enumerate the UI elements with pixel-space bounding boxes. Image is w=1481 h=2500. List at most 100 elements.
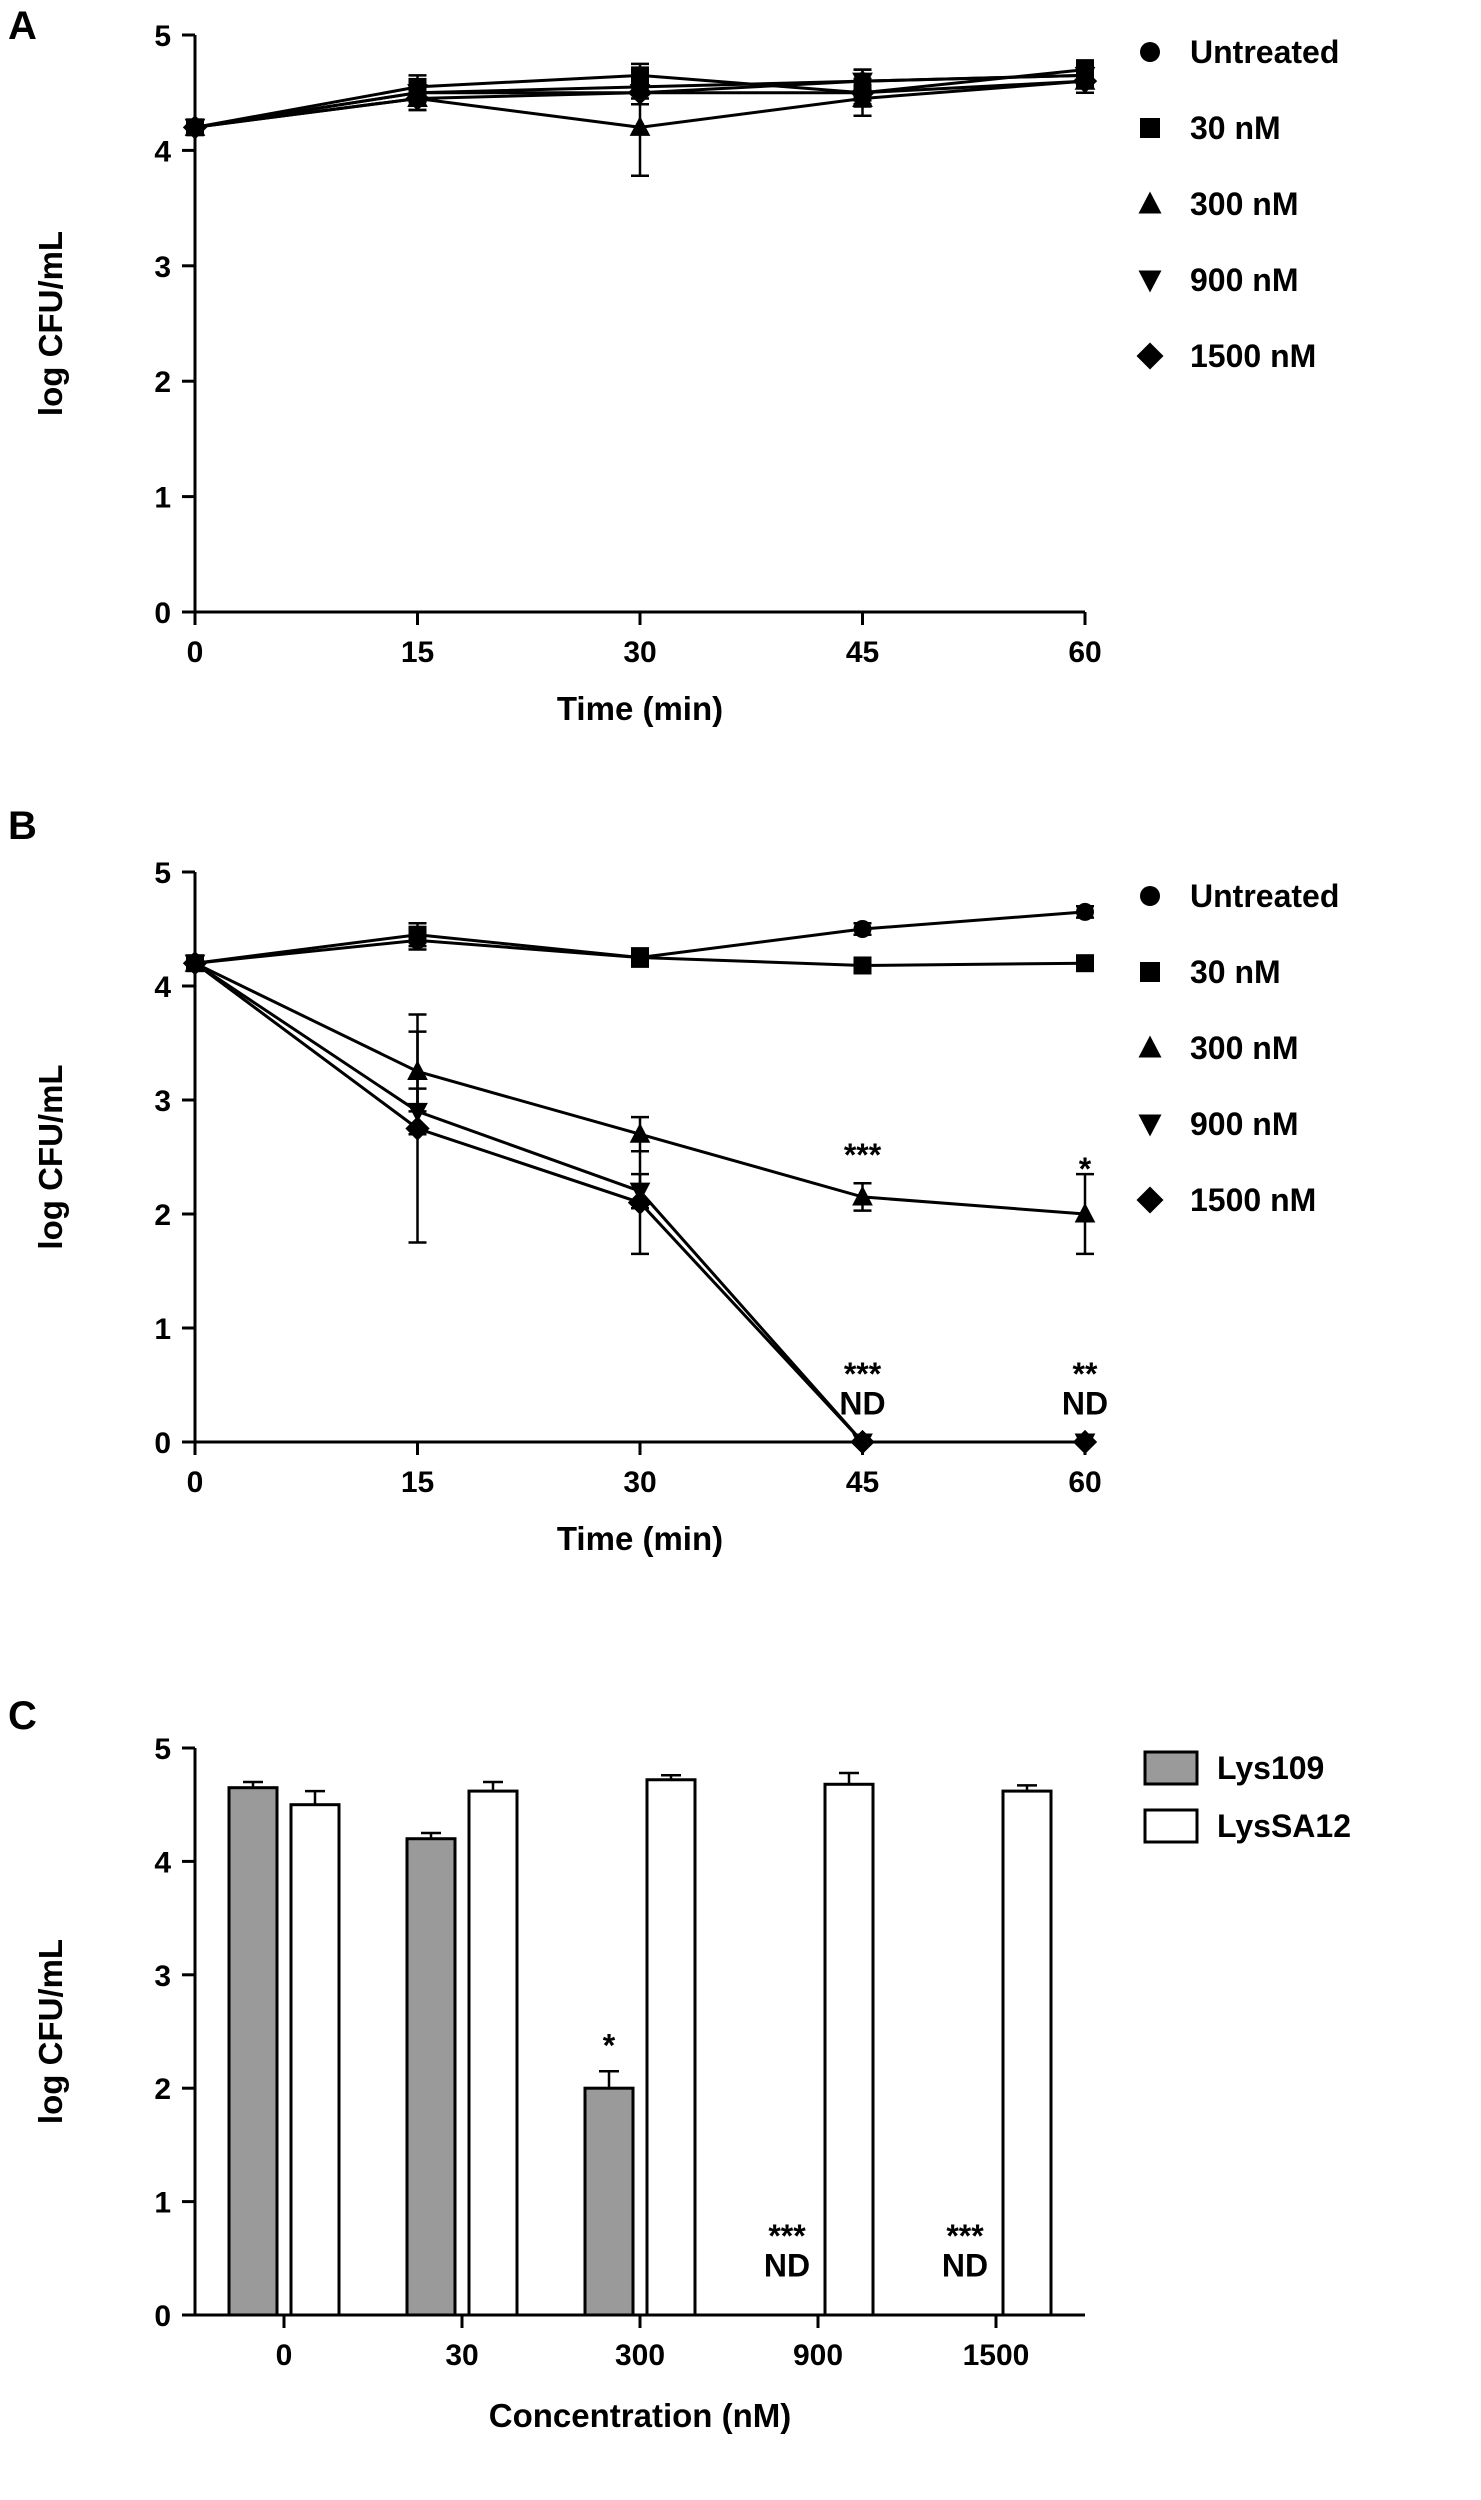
y-tick-label: 5 (154, 20, 171, 53)
legend-label: 300 nM (1190, 186, 1298, 222)
diamond-marker (1136, 342, 1164, 370)
y-tick-label: 3 (154, 1085, 171, 1118)
bar (289, 1803, 341, 2317)
line-chart-B: 0 1 2 3 4 5 Time (min) log CFU/mL 0 15 30 45 60 Untre… (0, 800, 1481, 1690)
square-marker (408, 925, 427, 944)
legend-swatch (1143, 1750, 1199, 1786)
x-tick-label: 60 (1068, 1466, 1101, 1499)
x-tick-label: 15 (401, 1466, 434, 1499)
x-axis-label: Concentration (nM) (489, 2397, 791, 2434)
y-tick-label: 4 (154, 1846, 171, 1879)
diamond-marker (1136, 1186, 1164, 1214)
legend-item: 900 nM (1138, 262, 1298, 298)
bar (227, 1786, 279, 2317)
panel-A: A 0 1 2 3 4 5 Time (min) log CFU/mL 0 15 30 45 60 Unt… (0, 0, 1481, 800)
square-marker (1076, 954, 1094, 973)
triangle-up-marker (629, 1122, 651, 1143)
legend-label: 30 nM (1190, 954, 1281, 990)
y-axis-label: log CFU/mL (32, 231, 69, 416)
panel-label-B: B (8, 804, 37, 848)
legend-item: 1500 nM (1136, 1182, 1316, 1218)
y-tick-label: 5 (154, 1733, 171, 1766)
circle-marker (853, 920, 872, 938)
diamond-marker (1072, 69, 1098, 94)
annotation: * (603, 2027, 616, 2063)
y-tick-label: 2 (154, 1199, 171, 1232)
series-lys109 (227, 1780, 635, 2317)
legend-label: 900 nM (1190, 1106, 1298, 1142)
legend-item: Lys109 (1143, 1750, 1324, 1786)
legend: Lys109 LysSA12 (1143, 1750, 1351, 1844)
square-marker (853, 956, 872, 975)
diamond-marker (1072, 1429, 1098, 1455)
legend-label: Lys109 (1217, 1750, 1324, 1786)
x-tick-label: 0 (187, 1466, 204, 1499)
y-tick-label: 1 (154, 482, 171, 515)
annotation: *** (768, 2218, 806, 2254)
circle-marker (1076, 902, 1094, 921)
axes (182, 33, 1087, 625)
x-tick-label: 45 (846, 1466, 879, 1499)
line-chart-A: 0 1 2 3 4 5 Time (min) log CFU/mL 0 15 30 45 60 Untre… (0, 0, 1481, 800)
triangle-up-marker (1074, 1202, 1096, 1223)
legend-item: 300 nM (1138, 1030, 1298, 1066)
legend: Untreated 30 nM 300 nM 900 nM 1500 nM (1136, 34, 1339, 374)
x-tick-label: 60 (1068, 636, 1101, 669)
x-tick-label: 30 (445, 2339, 478, 2372)
legend-swatch (1143, 1808, 1199, 1844)
annotation: ND (1062, 1386, 1108, 1422)
legend-label: Untreated (1190, 34, 1339, 70)
y-tick-label: 1 (154, 2187, 171, 2220)
bar (405, 1837, 457, 2317)
y-tick-label: 4 (154, 135, 171, 168)
legend-item: Untreated (1140, 34, 1339, 70)
legend: Untreated 30 nM 300 nM 900 nM 1500 nM (1136, 878, 1339, 1218)
x-tick-label: 300 (615, 2339, 665, 2372)
annotation: ND (942, 2247, 988, 2283)
y-tick-label: 3 (154, 251, 171, 284)
legend-label: 300 nM (1190, 1030, 1298, 1066)
y-axis-label: log CFU/mL (32, 1939, 69, 2124)
legend-item: 300 nM (1138, 186, 1298, 222)
y-tick-label: 0 (154, 597, 171, 630)
annotation: *** (844, 1356, 882, 1392)
diamond-marker (627, 80, 653, 105)
legend-item: 900 nM (1138, 1106, 1298, 1142)
y-tick-label: 3 (154, 1960, 171, 1993)
y-tick-label: 5 (154, 857, 171, 890)
y-tick-label: 2 (154, 2073, 171, 2106)
x-axis-label: Time (min) (557, 690, 723, 727)
series-1500-nm (182, 68, 1098, 140)
y-axis-label: log CFU/mL (32, 1064, 69, 1249)
panel-B: B 0 1 2 3 4 5 Time (min) log CFU/mL 0 15 30 45 60 Unt… (0, 800, 1481, 1690)
triangle-down-marker (1138, 270, 1162, 293)
triangle-up-marker (629, 116, 651, 136)
legend-item: 1500 nM (1136, 338, 1316, 374)
legend-item: 30 nM (1140, 954, 1281, 990)
square-marker (1140, 118, 1160, 138)
bar (1001, 1789, 1053, 2317)
annotation: ND (839, 1386, 885, 1422)
panel-label-C: C (8, 1694, 37, 1738)
annotation: *** (844, 1137, 882, 1173)
y-tick-label: 1 (154, 1313, 171, 1346)
circle-marker (1140, 886, 1160, 906)
panel-C: C 0 1 2 3 4 5 Concentration (nM) log CFU/mL 0 30 3… (0, 1690, 1481, 2500)
bar (467, 1789, 519, 2317)
annotation: *** (946, 2218, 984, 2254)
x-tick-label: 30 (623, 1466, 656, 1499)
diamond-marker (182, 115, 208, 140)
legend-label: 1500 nM (1190, 338, 1316, 374)
square-marker (1140, 962, 1160, 982)
triangle-up-marker (852, 1185, 873, 1206)
square-marker (631, 948, 649, 967)
x-axis-label: Time (min) (557, 1520, 723, 1557)
y-tick-label: 0 (154, 1427, 171, 1460)
legend-label: 1500 nM (1190, 1182, 1316, 1218)
x-tick-label: 0 (187, 636, 204, 669)
legend-label: 30 nM (1190, 110, 1281, 146)
legend-item: Untreated (1140, 878, 1339, 914)
x-tick-label: 1500 (963, 2339, 1030, 2372)
x-tick-label: 900 (793, 2339, 843, 2372)
